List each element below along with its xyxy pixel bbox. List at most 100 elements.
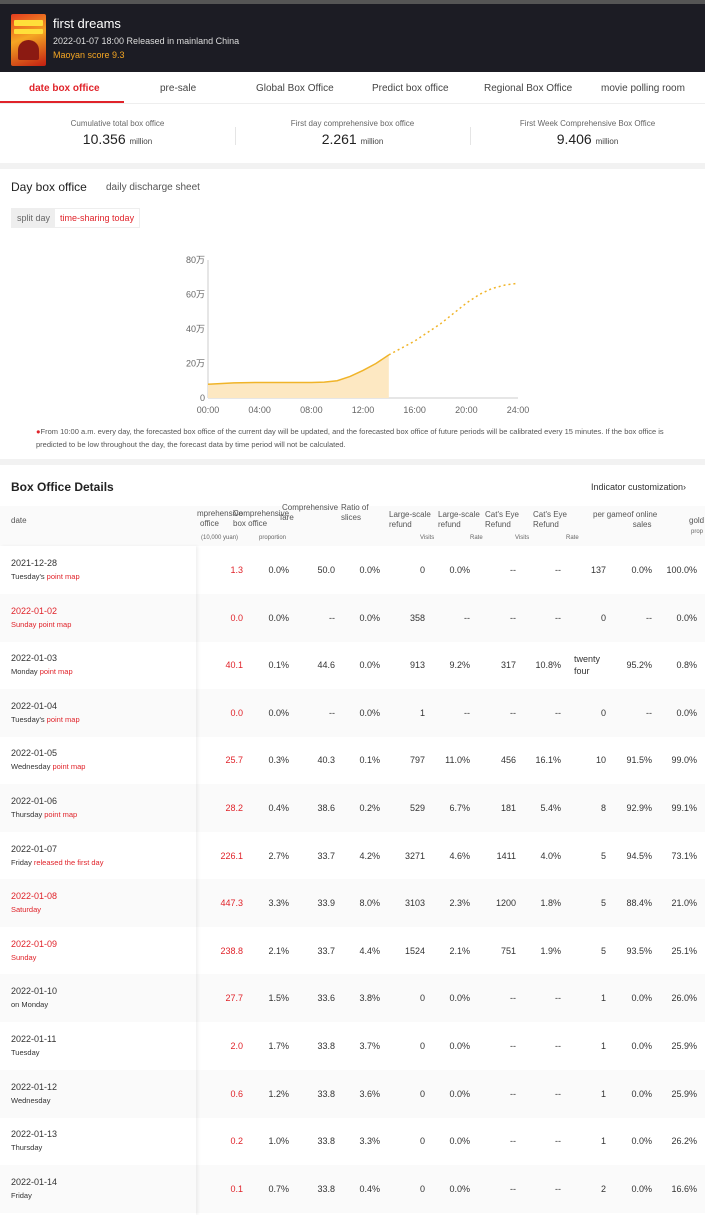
- table-cell: 1.3: [230, 565, 243, 575]
- table-cell: --: [555, 1041, 561, 1051]
- row-date: 2022-01-13: [11, 1129, 58, 1140]
- table-row[interactable]: 2022-01-09 Sunday 238.8 2.1% 33.7 4.4% 1524 2.1…: [0, 927, 705, 975]
- indicator-customization-link[interactable]: Indicator customization›: [591, 482, 687, 492]
- table-cell: 26.0%: [671, 993, 697, 1004]
- table-cell: --: [555, 1136, 561, 1147]
- table-row[interactable]: 2022-01-07 Friday released the first day 22…: [0, 832, 705, 880]
- point-map-link[interactable]: point map: [44, 810, 78, 819]
- table-row[interactable]: 2022-01-12 Wednesday 0.6 1.2% 33.8 3.6% 0 0.0% -…: [0, 1069, 705, 1118]
- table-cell: 5: [600, 945, 606, 956]
- table-cell: 0.2: [230, 1136, 243, 1147]
- table-cell: 0.0%: [631, 565, 652, 575]
- movie-score: Maoyan score 9.3: [53, 50, 125, 60]
- table-cell: 1: [600, 1088, 606, 1099]
- table-cell: 1.8%: [540, 898, 561, 909]
- toggle-split-day[interactable]: split day: [12, 209, 56, 227]
- table-cell: 4.0%: [540, 850, 561, 861]
- col-per-game[interactable]: per game: [593, 510, 627, 519]
- actual-area: [208, 354, 389, 398]
- col-online-sales[interactable]: of online sales: [627, 510, 658, 529]
- summary-first-week: First Week Comprehensive Box Office 9.40…: [519, 119, 656, 147]
- table-cell: 5: [600, 850, 606, 861]
- table-cell: 0.0%: [449, 993, 470, 1004]
- table-cell: 9.2%: [449, 660, 470, 671]
- movie-poster[interactable]: [11, 14, 46, 66]
- table-cell: 25.9%: [671, 1088, 697, 1099]
- toggle-time-sharing-today[interactable]: time-sharing today: [55, 209, 140, 227]
- x-tick-label: 16:00: [403, 405, 426, 415]
- table-cell: 1: [600, 1136, 606, 1147]
- table-cell: 226.1: [220, 850, 243, 861]
- table-row[interactable]: 2022-01-05 Wednesday point map 25.7 0.3% 40.3…: [0, 736, 705, 784]
- table-cell: 33.8: [317, 1183, 335, 1194]
- table-row[interactable]: 2022-01-10 on Monday 27.7 1.5% 33.6 3.8% 0 0.0%…: [0, 974, 705, 1023]
- table-cell: 529: [409, 803, 425, 813]
- col-gold[interactable]: gold: [689, 516, 705, 525]
- table-row[interactable]: 2022-01-04 Tuesday's point map 0.0 0.0% -- 0.0…: [0, 688, 705, 737]
- table-row[interactable]: 2022-01-06 Thursday point map 28.2 0.4% 38.6 0…: [0, 784, 705, 832]
- x-tick-label: 12:00: [352, 405, 375, 415]
- table-row[interactable]: 2022-01-13 Thursday 0.2 1.0% 33.8 3.3% 0 0.0% --…: [0, 1117, 705, 1165]
- tab-predict-box-office[interactable]: Predict box office: [372, 83, 449, 94]
- point-map-link[interactable]: point map: [39, 667, 73, 677]
- table-cell: 21.0%: [671, 898, 697, 909]
- table-cell: 1: [600, 1041, 606, 1051]
- row-weekday: Tuesday: [11, 1048, 40, 1057]
- table-cell: 5: [600, 898, 606, 909]
- col-cats-eye-refund-rate[interactable]: Cat's Eye Refund: [533, 510, 567, 529]
- table-cell: 0.0%: [449, 1136, 470, 1147]
- box-office-details-title: Box Office Details: [11, 480, 114, 494]
- table-row[interactable]: 2022-01-08 Saturday 447.3 3.3% 33.9 8.0% 3103 2…: [0, 879, 705, 928]
- col-comprehensive-fare[interactable]: Comprehensive fare: [280, 503, 339, 522]
- row-weekday: Monday: [11, 667, 38, 677]
- point-map-link[interactable]: point map: [38, 619, 72, 629]
- table-cell: 0.1%: [268, 660, 289, 671]
- point-map-link[interactable]: point map: [46, 714, 80, 724]
- point-map-link[interactable]: point map: [52, 762, 86, 772]
- table-cell: 0: [419, 1136, 425, 1147]
- table-row[interactable]: 2022-01-03 Monday point map 40.1 0.1% 44.6 0.0…: [0, 641, 705, 689]
- table-row[interactable]: 2022-01-11 Tuesday 2.0 1.7% 33.8 3.7% 0 0.0% -- -…: [0, 1022, 705, 1070]
- x-tick-label: 00:00: [197, 405, 220, 415]
- tab-regional-box-office[interactable]: Regional Box Office: [484, 83, 573, 94]
- table-cell: 358: [409, 612, 425, 623]
- table-cell: --: [510, 1088, 516, 1099]
- table-cell: 1.7%: [268, 1041, 289, 1051]
- point-map-link[interactable]: point map: [46, 572, 80, 581]
- table-cell: 0.0%: [631, 1041, 652, 1051]
- table-row[interactable]: 2021-12-28 Tuesday's point map 1.3 0.0% 50.0 0…: [0, 546, 705, 594]
- col-cats-eye-refund-visits[interactable]: Cat's Eye Refund: [485, 510, 519, 529]
- table-cell: 1.5%: [268, 993, 289, 1004]
- row-date: 2022-01-12: [11, 1081, 58, 1092]
- tab-global-box-office[interactable]: Global Box Office: [256, 83, 334, 94]
- col-large-refund-rate[interactable]: Large-scale refund: [438, 510, 480, 529]
- table-cell: 0.3%: [268, 755, 289, 766]
- col-large-refund-visits[interactable]: Large-scale refund: [389, 510, 431, 529]
- table-cell: --: [510, 565, 516, 575]
- daily-discharge-sheet-link[interactable]: daily discharge sheet: [106, 182, 200, 193]
- table-cell: 1200: [495, 898, 516, 909]
- table-cell: 3.7%: [359, 1041, 380, 1051]
- col-box-office-proportion[interactable]: Comprehensive box office: [233, 509, 290, 528]
- tab-pre-sale[interactable]: pre-sale: [160, 83, 197, 94]
- table-cell: --: [510, 1136, 516, 1147]
- table-cell: 8: [600, 803, 606, 813]
- table-cell: 44.6: [317, 660, 335, 671]
- x-tick-label: 24:00: [507, 405, 530, 415]
- table-cell: 33.7: [317, 945, 335, 956]
- table-row[interactable]: 2022-01-02 Sunday point map 0.0 0.0% -- 0.0% 35…: [0, 593, 705, 642]
- col-date[interactable]: date: [11, 516, 27, 525]
- point-map-link[interactable]: released the first day: [33, 857, 104, 867]
- table-row[interactable]: 2022-01-14 Friday 0.1 0.7% 33.8 0.4% 0 0.0% -- --…: [0, 1164, 705, 1213]
- table-cell: 2.1%: [449, 945, 470, 956]
- table-cell: 25.9%: [671, 1041, 697, 1051]
- row-weekday: Wednesday: [11, 762, 51, 772]
- table-cell: 0.0%: [359, 660, 380, 671]
- col-ratio-of-slices[interactable]: Ratio of slices: [341, 503, 369, 522]
- tab-movie-polling-room[interactable]: movie polling room: [601, 83, 685, 94]
- table-cell: 0.0%: [268, 707, 289, 718]
- tab-date-box-office[interactable]: date box office: [29, 83, 100, 94]
- table-cell: 26.2%: [671, 1136, 697, 1147]
- table-cell: 1: [600, 993, 606, 1004]
- col-comprehensive-box-office[interactable]: mprehensive office: [197, 509, 243, 528]
